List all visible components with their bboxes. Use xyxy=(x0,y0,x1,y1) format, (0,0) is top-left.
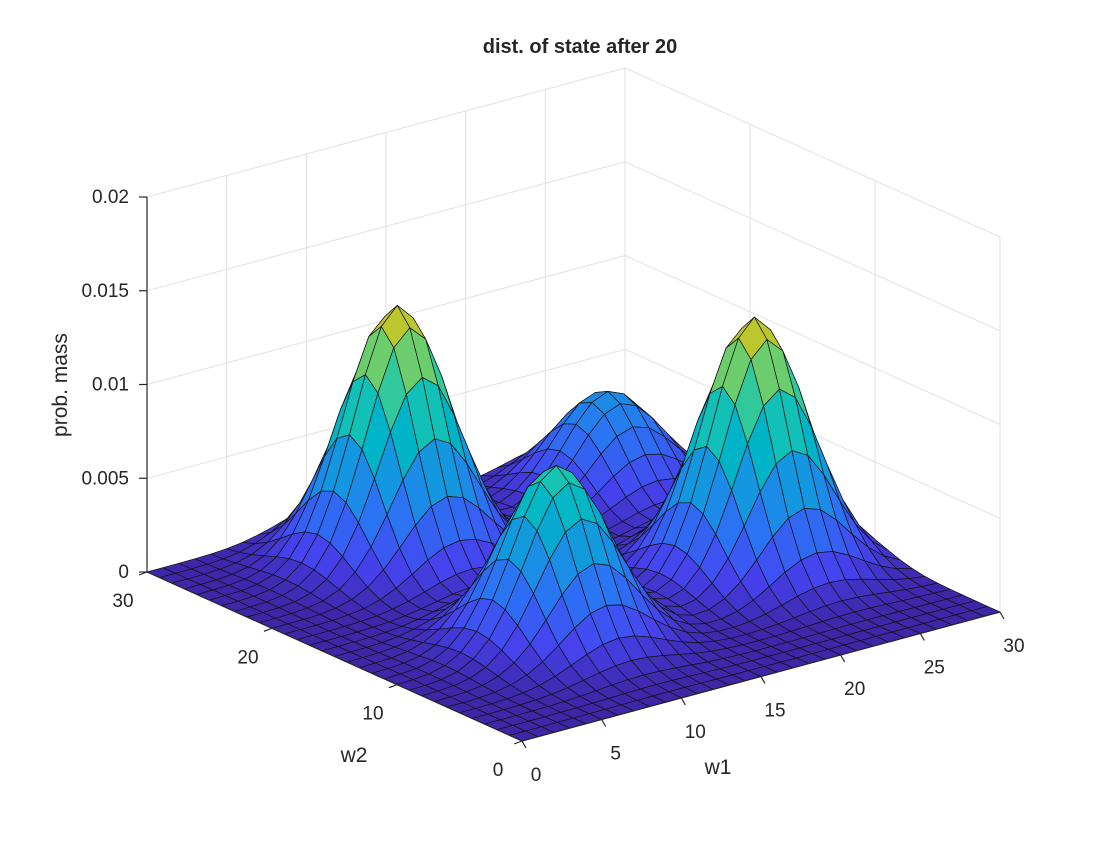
w1-tick-label: 10 xyxy=(685,722,706,743)
w2-tick-label: 10 xyxy=(362,704,383,725)
axes xyxy=(138,196,1005,749)
w1-tick-label: 30 xyxy=(1003,636,1024,657)
w1-tick-mark xyxy=(521,740,527,749)
w2-axis-line xyxy=(146,571,523,742)
w2-tick-mark xyxy=(388,684,398,689)
w1-tick-mark xyxy=(680,697,686,706)
z-tick-label: 0.005 xyxy=(81,468,129,489)
w1-tick-mark xyxy=(760,676,766,684)
chart-title: dist. of state after 20 xyxy=(483,36,678,58)
w1-tick-mark xyxy=(999,611,1005,620)
z-tick-label: 0 xyxy=(118,562,129,583)
z-tick-label: 0.015 xyxy=(81,281,129,302)
z-gridline xyxy=(146,67,1001,238)
surface-mesh xyxy=(146,305,1001,742)
w2-tick-label: 0 xyxy=(493,760,504,781)
w1-tick-label: 15 xyxy=(764,701,785,722)
z-gridline xyxy=(146,254,1001,425)
w1-tick-mark xyxy=(601,719,607,727)
w2-tick-mark xyxy=(263,627,273,632)
w2-tick-label: 30 xyxy=(112,591,133,612)
z-gridline xyxy=(146,161,1001,332)
z-tick-label: 0.01 xyxy=(92,375,129,396)
w2-tick-mark xyxy=(513,740,523,745)
z-axis-label: prob. mass xyxy=(49,333,72,437)
tick-labels: 0 5 10 15 20 25 30 0 10 20 30 0 0.005 0.01 0.015 0.02 xyxy=(81,187,1024,786)
w1-tick-label: 5 xyxy=(610,744,621,765)
w1-tick-label: 25 xyxy=(924,658,945,679)
x-axis-label: w1 xyxy=(704,756,732,779)
w1-tick-label: 0 xyxy=(531,765,542,786)
w1-tick-label: 20 xyxy=(844,679,865,700)
z-tick-label: 0.02 xyxy=(92,187,129,208)
y-axis-label: w2 xyxy=(340,744,368,767)
w1-tick-mark xyxy=(919,633,925,641)
w1-tick-mark xyxy=(840,654,846,663)
w2-tick-label: 20 xyxy=(237,647,258,668)
